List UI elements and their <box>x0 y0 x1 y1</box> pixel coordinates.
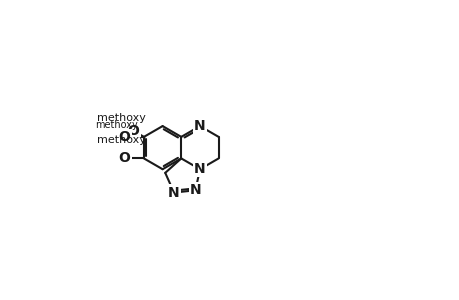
Text: O: O <box>118 130 130 144</box>
Text: O: O <box>118 152 130 165</box>
Text: O: O <box>128 124 139 138</box>
Text: methoxy: methoxy <box>95 120 138 130</box>
Text: methoxy: methoxy <box>97 135 146 145</box>
Text: N: N <box>194 119 205 133</box>
Text: methoxy: methoxy <box>97 113 146 123</box>
Text: N: N <box>194 162 205 176</box>
Text: N: N <box>168 186 179 200</box>
Text: N: N <box>189 183 201 197</box>
